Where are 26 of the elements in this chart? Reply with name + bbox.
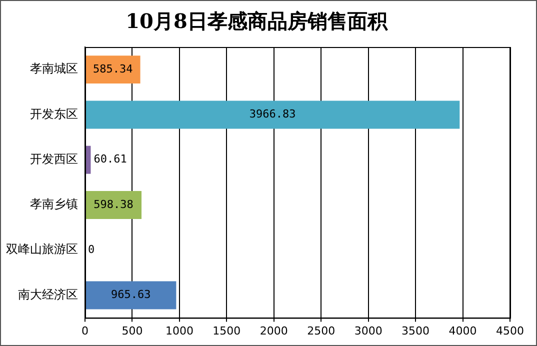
data-label: 965.63 bbox=[110, 288, 151, 302]
bar bbox=[86, 281, 176, 310]
x-tick-label: 4000 bbox=[448, 324, 477, 338]
data-label: 60.61 bbox=[94, 152, 127, 166]
y-tick-label: 双峰山旅游区 bbox=[6, 242, 78, 256]
data-label: 0 bbox=[88, 242, 95, 256]
y-tick-label: 开发东区 bbox=[30, 106, 78, 121]
bar bbox=[86, 100, 460, 129]
x-tick-label: 4500 bbox=[496, 324, 524, 338]
data-label: 585.34 bbox=[93, 62, 134, 76]
data-label: 598.38 bbox=[94, 198, 134, 211]
x-tick-label: 1000 bbox=[165, 324, 194, 338]
x-tick-label: 500 bbox=[122, 324, 143, 338]
bar bbox=[86, 56, 140, 84]
x-tick-label: 3000 bbox=[354, 324, 382, 338]
data-label: 3966.83 bbox=[249, 108, 296, 121]
x-tick-label: 1500 bbox=[212, 324, 241, 338]
y-tick-label: 孝南乡镇 bbox=[30, 197, 78, 212]
x-tick-label: 0 bbox=[82, 324, 88, 338]
y-tick-label: 孝南城区 bbox=[30, 62, 78, 76]
x-tick-label: 3500 bbox=[402, 324, 430, 338]
chart-title: 10月8日孝感商品房销售面积 bbox=[126, 9, 388, 34]
x-tick-label: 2500 bbox=[307, 324, 336, 338]
y-tick-label: 南大经济区 bbox=[18, 287, 78, 302]
y-tick-label: 开发西区 bbox=[30, 152, 78, 166]
x-tick-label: 2000 bbox=[260, 324, 288, 338]
